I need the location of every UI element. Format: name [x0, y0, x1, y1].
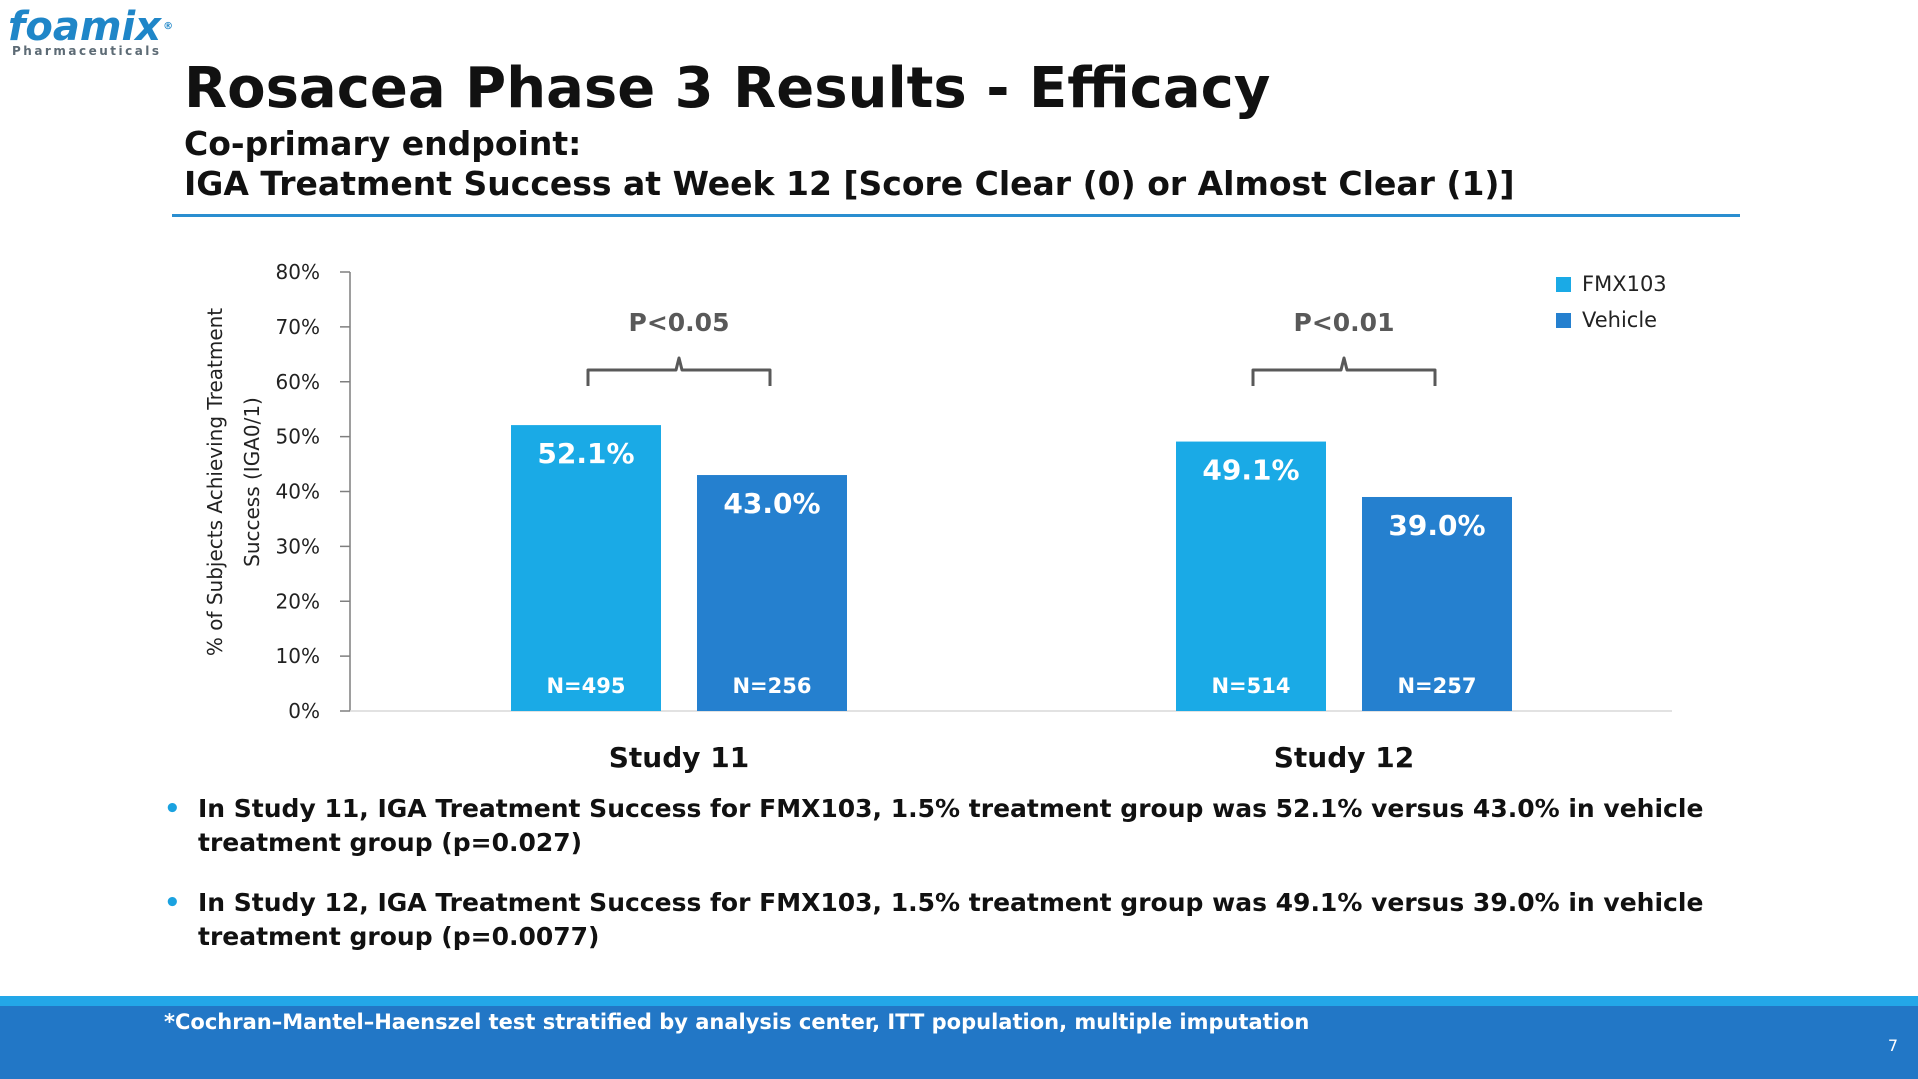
footer-bar — [0, 1006, 1918, 1079]
legend-label: Vehicle — [1582, 308, 1657, 332]
sample-size-label: N=514 — [1211, 674, 1290, 698]
logo-brand: foamix — [8, 4, 162, 50]
sample-size-label: N=256 — [732, 674, 811, 698]
subtitle-line-2: IGA Treatment Success at Week 12 [Score … — [184, 164, 1515, 203]
bar-vehicle-study-11 — [697, 475, 847, 711]
data-label: 49.1% — [1202, 454, 1299, 487]
company-logo: foamix ® Pharmaceuticals — [8, 4, 173, 58]
sample-size-label: N=257 — [1397, 674, 1476, 698]
footer-stripe — [0, 996, 1918, 1006]
bar-vehicle-study-12 — [1362, 496, 1512, 711]
y-tick-label: 80% — [276, 260, 320, 284]
y-tick-label: 0% — [288, 699, 320, 723]
legend-label: FMX103 — [1582, 272, 1667, 296]
finding-bullet-study-11: In Study 11, IGA Treatment Success for F… — [164, 792, 1764, 860]
y-axis-title-line-2: Success (IGA0/1) — [240, 397, 264, 567]
title-divider — [172, 214, 1740, 217]
y-tick-label: 30% — [276, 534, 320, 558]
significance-label: P<0.05 — [629, 308, 730, 337]
legend-swatch-fmx103 — [1556, 277, 1571, 292]
efficacy-bar-chart: 0% 10% 20% 30% 40% 50% 60% 70% 80% % of Subjects … — [203, 260, 1672, 774]
logo-registered-mark: ® — [163, 21, 174, 32]
legend-swatch-vehicle — [1556, 313, 1571, 328]
slide-title: Rosacea Phase 3 Results - Efficacy — [184, 56, 1271, 121]
significance-label: P<0.01 — [1294, 308, 1395, 337]
y-tick-label: 10% — [276, 644, 320, 668]
subtitle-line-1: Co-primary endpoint: — [184, 124, 582, 163]
page-number: 7 — [1887, 1036, 1898, 1055]
footer-footnote: *Cochran–Mantel–Haenszel test stratified… — [164, 1010, 1310, 1034]
y-tick-label: 70% — [276, 315, 320, 339]
sample-size-label: N=495 — [546, 674, 625, 698]
logo-tagline: Pharmaceuticals — [12, 44, 162, 58]
x-category-label: Study 12 — [1274, 741, 1415, 774]
data-label: 43.0% — [723, 487, 820, 520]
data-label: 39.0% — [1388, 509, 1485, 542]
y-tick-label: 20% — [276, 589, 320, 613]
significance-bracket — [1251, 356, 1437, 386]
slide-subtitle: Co-primary endpoint: IGA Treatment Succe… — [184, 124, 1515, 204]
x-category-label: Study 11 — [609, 741, 750, 774]
y-axis-title-line-1: % of Subjects Achieving Treatment — [203, 308, 227, 656]
data-label: 52.1% — [537, 437, 634, 470]
findings-list: In Study 11, IGA Treatment Success for F… — [164, 792, 1764, 980]
y-tick-label: 50% — [276, 425, 320, 449]
y-tick-label: 60% — [276, 370, 320, 394]
finding-bullet-study-12: In Study 12, IGA Treatment Success for F… — [164, 886, 1764, 954]
bar-fmx103-study-12 — [1176, 441, 1326, 711]
y-tick-label: 40% — [276, 480, 320, 504]
significance-bracket — [586, 356, 772, 386]
logo-wordmark: foamix ® — [8, 4, 173, 50]
bar-fmx103-study-11 — [511, 425, 661, 711]
